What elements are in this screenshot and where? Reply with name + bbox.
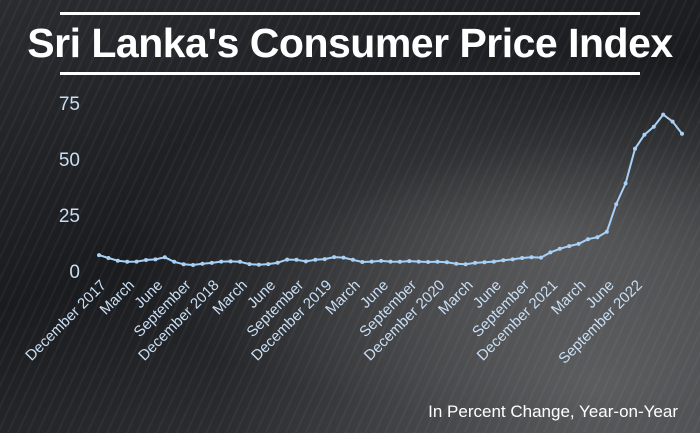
data-point [369, 259, 374, 264]
y-tick-label: 0 [69, 262, 80, 283]
data-point [294, 257, 299, 262]
data-point [200, 261, 205, 266]
data-point [153, 257, 158, 262]
data-point [134, 259, 139, 264]
data-point [313, 257, 318, 262]
data-point [576, 241, 581, 246]
title-block: Sri Lanka's Consumer Price Index [0, 0, 700, 90]
data-point [651, 124, 656, 129]
data-point [266, 262, 271, 267]
data-point [510, 257, 515, 262]
data-point [454, 261, 459, 266]
data-point [473, 260, 478, 265]
y-tick-label: 50 [59, 150, 80, 171]
data-point [115, 258, 120, 263]
data-point [426, 260, 431, 264]
y-tick-label: 25 [59, 206, 80, 227]
data-point [162, 255, 167, 260]
data-point [520, 256, 525, 260]
series-line [98, 113, 683, 266]
data-point [623, 181, 628, 186]
data-point [341, 255, 346, 260]
data-point [181, 262, 186, 267]
chart-title: Sri Lanka's Consumer Price Index [27, 20, 673, 66]
data-point [491, 259, 496, 264]
data-point [285, 257, 290, 262]
data-point [604, 229, 609, 234]
title-rule-bottom [60, 72, 640, 75]
data-point [595, 235, 600, 240]
data-point [238, 259, 242, 264]
data-point [172, 259, 177, 264]
data-point [247, 262, 252, 267]
data-point [463, 262, 468, 267]
data-point [633, 146, 637, 151]
data-point [191, 263, 195, 267]
data-point [670, 119, 675, 124]
data-point [397, 259, 402, 264]
data-point [435, 259, 440, 264]
data-point [303, 259, 308, 264]
data-point [256, 262, 261, 267]
data-point [642, 132, 647, 137]
data-point [567, 244, 572, 249]
data-point [106, 256, 111, 260]
y-tick-label: 75 [59, 94, 80, 115]
data-point [501, 258, 506, 263]
data-point [539, 255, 543, 260]
data-point [379, 258, 384, 263]
x-tick-label: December 2017 [22, 277, 109, 364]
data-point [209, 260, 214, 265]
data-point [322, 257, 327, 262]
chart-caption: In Percent Change, Year-on-Year [428, 402, 678, 421]
data-point [680, 131, 684, 136]
data-point [360, 260, 365, 264]
data-point [388, 259, 393, 264]
data-point [661, 112, 666, 117]
data-point [125, 259, 130, 264]
data-point [97, 253, 101, 258]
data-point [444, 260, 449, 265]
data-point [416, 259, 421, 264]
data-point [557, 246, 562, 251]
data-point [144, 258, 148, 262]
data-point [548, 250, 553, 255]
data-point [586, 237, 590, 242]
data-point [228, 259, 233, 264]
data-point [482, 260, 487, 265]
data-point [529, 255, 534, 260]
data-point [614, 202, 619, 207]
data-point [407, 259, 412, 264]
data-point [275, 260, 280, 265]
data-point [332, 255, 337, 260]
data-point [350, 257, 355, 262]
title-rule-top [60, 12, 640, 15]
data-point [219, 259, 224, 264]
